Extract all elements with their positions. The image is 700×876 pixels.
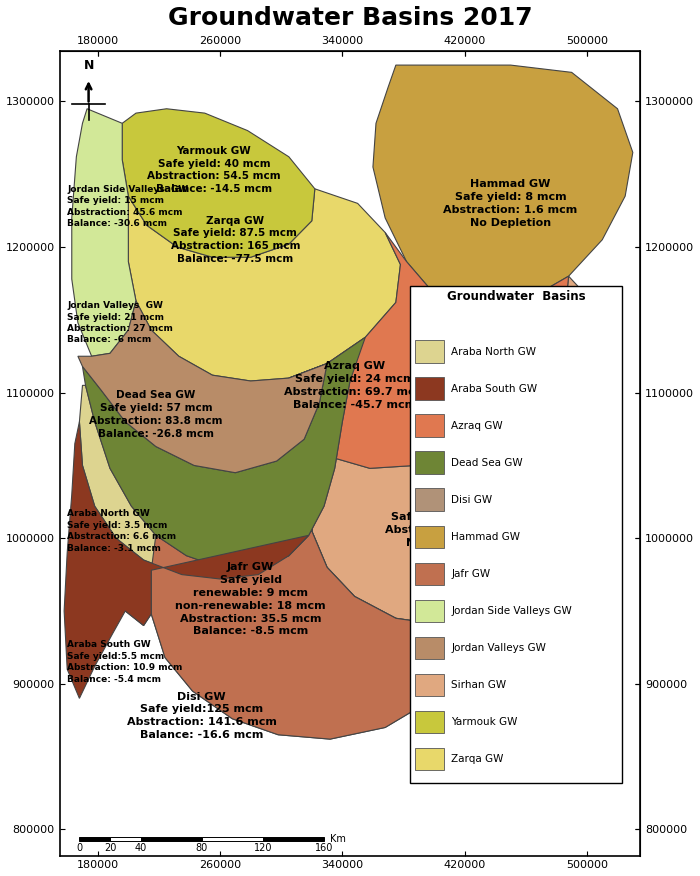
Bar xyxy=(110,837,141,841)
Polygon shape xyxy=(122,109,315,258)
Polygon shape xyxy=(79,385,319,579)
Polygon shape xyxy=(120,531,495,739)
Text: Jordan Side Valleys GW: Jordan Side Valleys GW xyxy=(451,606,572,616)
Text: Groundwater  Basins: Groundwater Basins xyxy=(447,290,586,302)
Text: Dead Sea GW
Safe yield: 57 mcm
Abstraction: 83.8 mcm
Balance: -26.8 mcm: Dead Sea GW Safe yield: 57 mcm Abstracti… xyxy=(89,391,223,439)
Text: 0: 0 xyxy=(76,843,83,852)
Polygon shape xyxy=(289,232,568,469)
Polygon shape xyxy=(151,381,495,739)
Bar xyxy=(141,837,202,841)
Bar xyxy=(415,451,444,474)
Bar xyxy=(415,674,444,696)
Text: Hammad GW: Hammad GW xyxy=(451,532,520,541)
Bar xyxy=(415,710,444,733)
Text: Yarmouk GW
Safe yield: 40 mcm
Abstraction: 54.5 mcm
Balance: -14.5 mcm: Yarmouk GW Safe yield: 40 mcm Abstractio… xyxy=(147,145,281,194)
Text: Araba North GW: Araba North GW xyxy=(451,347,536,357)
Text: 120: 120 xyxy=(253,843,272,852)
Text: Jordan Side Valleys  GW
Safe yield: 15 mcm
Abstraction: 45.6 mcm
Balance: -30.6 : Jordan Side Valleys GW Safe yield: 15 mc… xyxy=(67,185,188,228)
Bar xyxy=(415,489,444,511)
Text: 160: 160 xyxy=(315,843,333,852)
Text: Jafr GW: Jafr GW xyxy=(451,569,490,579)
Text: Araba North GW
Safe yield: 3.5 mcm
Abstraction: 6.6 mcm
Balance: -3.1 mcm: Araba North GW Safe yield: 3.5 mcm Abstr… xyxy=(67,509,176,553)
Text: Jafr GW
Safe yield
renewable: 9 mcm
non-renewable: 18 mcm
Abstraction: 35.5 mcm
: Jafr GW Safe yield renewable: 9 mcm non-… xyxy=(175,562,326,636)
Bar xyxy=(415,341,444,363)
Polygon shape xyxy=(373,65,633,306)
Text: Disi GW: Disi GW xyxy=(451,495,492,505)
Text: Km: Km xyxy=(330,834,346,844)
Text: Azraq GW
Safe yield: 24 mcm
Abstraction: 69.7 mcm
Balance: -45.7 mcm: Azraq GW Safe yield: 24 mcm Abstraction:… xyxy=(284,361,426,410)
Bar xyxy=(263,837,324,841)
Text: 80: 80 xyxy=(195,843,208,852)
Text: Jordan Valleys GW: Jordan Valleys GW xyxy=(451,643,546,653)
Text: Zarqa GW
Safe yield: 87.5 mcm
Abstraction: 165 mcm
Balance: -77.5 mcm: Zarqa GW Safe yield: 87.5 mcm Abstractio… xyxy=(171,215,300,264)
Text: 20: 20 xyxy=(104,843,116,852)
Text: Azraq GW: Azraq GW xyxy=(451,420,503,431)
Bar xyxy=(415,637,444,659)
Title: Groundwater Basins 2017: Groundwater Basins 2017 xyxy=(168,5,532,30)
Bar xyxy=(415,378,444,400)
Text: Araba South GW
Safe yield:5.5 mcm
Abstraction: 10.9 mcm
Balance: -5.4 mcm: Araba South GW Safe yield:5.5 mcm Abstra… xyxy=(67,640,183,683)
Text: N: N xyxy=(83,60,94,73)
Text: Yarmouk GW: Yarmouk GW xyxy=(451,717,517,727)
Text: Zarqa GW: Zarqa GW xyxy=(451,754,503,764)
FancyBboxPatch shape xyxy=(410,286,622,783)
Text: Dead Sea GW: Dead Sea GW xyxy=(451,458,523,468)
Bar xyxy=(415,526,444,548)
Text: 40: 40 xyxy=(134,843,147,852)
Polygon shape xyxy=(64,421,309,698)
Bar xyxy=(202,837,263,841)
Text: Araba South GW: Araba South GW xyxy=(451,384,537,393)
Text: Sirhan GW
Safe yield: 5 mcm
Abstraction: 4 mcm
No Depletion: Sirhan GW Safe yield: 5 mcm Abstraction:… xyxy=(385,499,508,548)
Polygon shape xyxy=(83,337,365,568)
Text: Disi GW
Safe yield:125 mcm
Abstraction: 141.6 mcm
Balance: -16.6 mcm: Disi GW Safe yield:125 mcm Abstraction: … xyxy=(127,692,276,740)
Polygon shape xyxy=(72,109,136,357)
Text: Sirhan GW: Sirhan GW xyxy=(451,680,506,690)
Polygon shape xyxy=(312,276,615,625)
Bar xyxy=(415,414,444,437)
Text: Jordan Valleys  GW
Safe yield: 21 mcm
Abstraction: 27 mcm
Balance: -6 mcm: Jordan Valleys GW Safe yield: 21 mcm Abs… xyxy=(67,301,173,344)
Bar xyxy=(415,599,444,622)
Bar xyxy=(79,837,110,841)
Bar xyxy=(415,748,444,770)
Bar xyxy=(415,562,444,585)
Text: Hammad GW
Safe yield: 8 mcm
Abstraction: 1.6 mcm
No Depletion: Hammad GW Safe yield: 8 mcm Abstraction:… xyxy=(443,180,578,228)
Polygon shape xyxy=(128,159,400,381)
Polygon shape xyxy=(78,301,327,473)
